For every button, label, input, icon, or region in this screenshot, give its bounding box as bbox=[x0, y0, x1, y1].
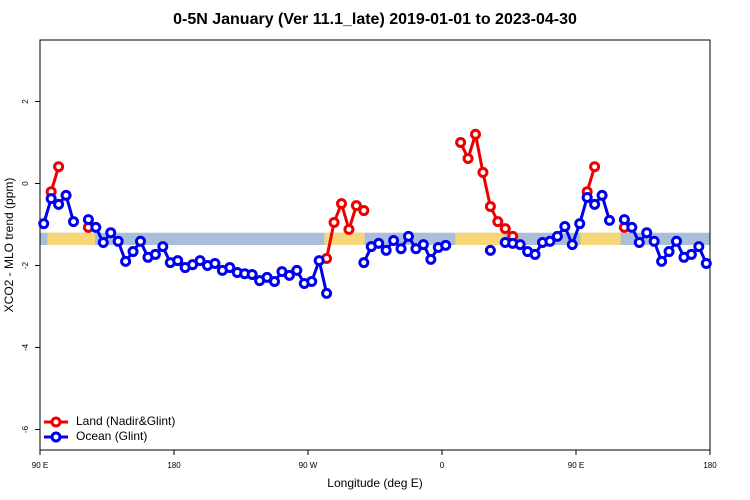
series-point bbox=[484, 244, 496, 256]
land-band bbox=[324, 232, 365, 245]
series-point bbox=[589, 198, 601, 210]
series-point bbox=[246, 269, 258, 281]
y-tick-label: 0 bbox=[21, 181, 30, 186]
plot-frame bbox=[39, 39, 711, 451]
series-point bbox=[291, 264, 303, 276]
series-point bbox=[440, 239, 452, 251]
series-point bbox=[358, 257, 370, 269]
chart-title: 0-5N January (Ver 11.1_late) 2019-01-01 … bbox=[173, 11, 577, 28]
series-point bbox=[395, 243, 407, 255]
series-point bbox=[648, 235, 660, 247]
y-tick-label: -4 bbox=[21, 343, 30, 351]
series-point bbox=[425, 253, 437, 265]
series-point bbox=[60, 189, 72, 201]
series-point bbox=[224, 262, 236, 274]
series-point bbox=[633, 237, 645, 249]
x-tick-label: 180 bbox=[703, 461, 717, 470]
series-point bbox=[492, 216, 504, 228]
series-point bbox=[350, 200, 362, 212]
x-axis-label: Longitude (deg E) bbox=[327, 476, 422, 490]
series-point bbox=[45, 193, 57, 205]
series-point bbox=[283, 269, 295, 281]
series-point bbox=[581, 191, 593, 203]
y-tick-label: 2 bbox=[21, 99, 30, 104]
series-point bbox=[38, 218, 50, 230]
series-point bbox=[172, 255, 184, 267]
series-point bbox=[514, 239, 526, 251]
series-point bbox=[343, 223, 355, 235]
series-point bbox=[596, 189, 608, 201]
x-tick-label: 90 W bbox=[299, 461, 318, 470]
series-point bbox=[112, 235, 124, 247]
series-point bbox=[484, 200, 496, 212]
land-band bbox=[47, 232, 96, 245]
series-point bbox=[663, 246, 675, 258]
series-point bbox=[269, 275, 280, 287]
y-tick-label: -2 bbox=[21, 261, 30, 269]
series-point bbox=[105, 227, 117, 239]
legend-marker bbox=[50, 431, 62, 443]
series-point bbox=[388, 234, 400, 246]
series-point bbox=[477, 166, 489, 178]
series-point bbox=[68, 216, 79, 228]
x-tick-label: 90 E bbox=[32, 461, 48, 470]
series-point bbox=[328, 216, 340, 228]
series-point bbox=[313, 255, 325, 267]
series-point bbox=[336, 198, 347, 210]
series-point bbox=[90, 221, 102, 233]
series-point bbox=[380, 244, 392, 256]
series-point bbox=[618, 214, 630, 226]
series-point bbox=[321, 287, 333, 299]
series-point bbox=[53, 198, 65, 210]
series-point bbox=[194, 255, 206, 267]
legend-label: Ocean (Glint) bbox=[76, 429, 147, 443]
series-point bbox=[97, 237, 109, 249]
series-point bbox=[149, 248, 161, 260]
series-point bbox=[403, 230, 414, 242]
series-point bbox=[455, 137, 467, 148]
series-point bbox=[626, 221, 638, 233]
series-point bbox=[544, 235, 556, 247]
series-point bbox=[135, 235, 146, 247]
series-point bbox=[656, 255, 668, 267]
series-point bbox=[499, 223, 511, 235]
y-axis-label: XCO2 - MLO trend (ppm) bbox=[2, 178, 16, 313]
series-point bbox=[604, 214, 615, 226]
series-point bbox=[671, 235, 682, 247]
series-point bbox=[529, 248, 541, 260]
series-point bbox=[685, 248, 697, 260]
land-band bbox=[455, 232, 505, 245]
y-tick-label: -6 bbox=[21, 425, 30, 433]
series-point bbox=[53, 161, 65, 173]
series-point bbox=[559, 221, 571, 233]
series-point bbox=[462, 152, 474, 164]
series-point bbox=[120, 255, 132, 267]
series-point bbox=[417, 239, 429, 251]
land-band bbox=[580, 232, 621, 245]
series-point bbox=[470, 128, 481, 140]
series-point bbox=[693, 241, 705, 253]
series-point bbox=[589, 161, 601, 173]
series-point bbox=[641, 227, 653, 239]
series-point bbox=[157, 241, 169, 253]
series-point bbox=[306, 275, 318, 287]
series-point bbox=[551, 230, 563, 242]
series-point bbox=[700, 257, 712, 269]
x-tick-label: 180 bbox=[167, 461, 181, 470]
series-point bbox=[574, 218, 586, 230]
legend-label: Land (Nadir&Glint) bbox=[76, 414, 175, 428]
series-point bbox=[127, 246, 139, 258]
series-point bbox=[566, 239, 578, 251]
x-tick-label: 90 E bbox=[568, 461, 584, 470]
series-point bbox=[373, 237, 385, 249]
legend-marker bbox=[50, 416, 62, 428]
series-point bbox=[358, 205, 370, 217]
series-point bbox=[82, 214, 94, 226]
x-tick-label: 0 bbox=[440, 461, 445, 470]
series-point bbox=[209, 257, 221, 269]
